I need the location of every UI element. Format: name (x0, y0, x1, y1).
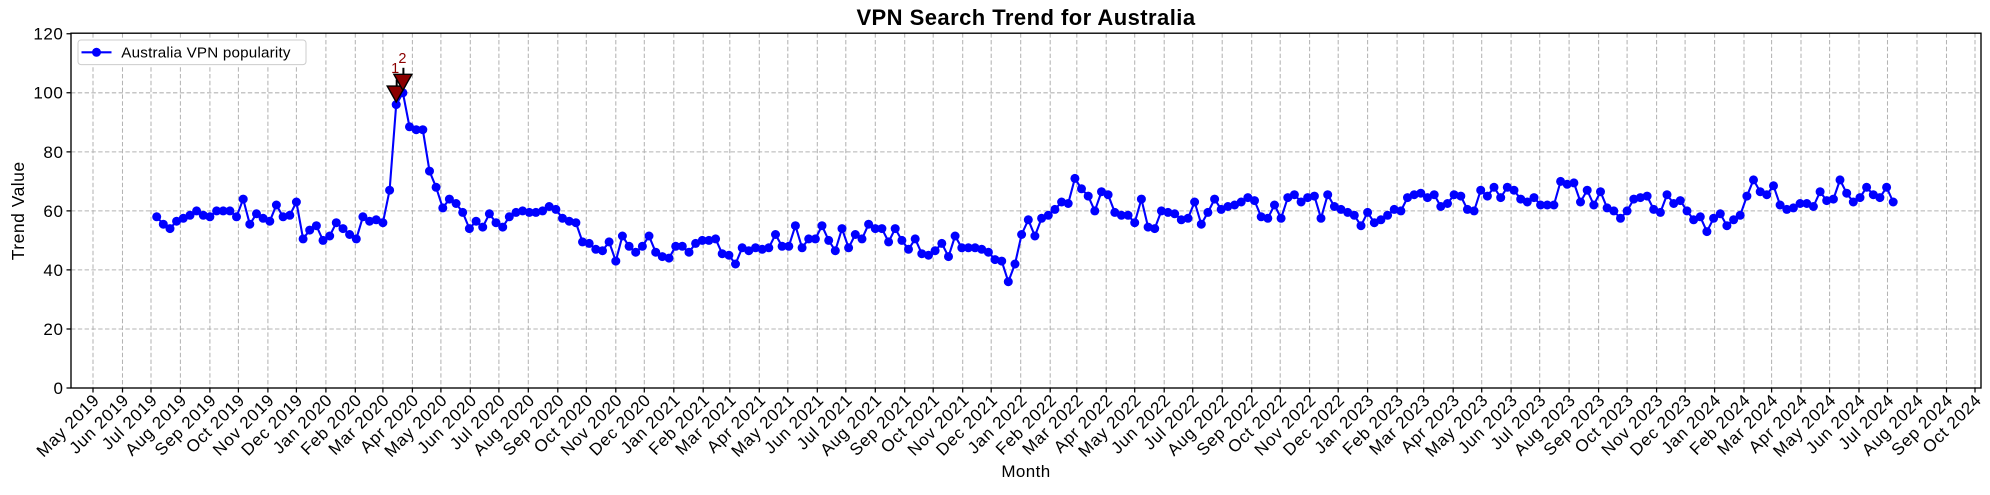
svg-text:40: 40 (43, 261, 63, 280)
svg-text:Trend Value: Trend Value (8, 161, 28, 260)
svg-text:100: 100 (33, 84, 63, 103)
svg-text:2: 2 (398, 51, 406, 67)
svg-text:VPN Search Trend for Australia: VPN Search Trend for Australia (856, 5, 1195, 30)
svg-text:120: 120 (33, 25, 63, 44)
svg-text:Month: Month (1001, 462, 1050, 481)
svg-text:0: 0 (53, 379, 63, 398)
svg-text:20: 20 (43, 320, 63, 339)
svg-text:80: 80 (43, 143, 63, 162)
svg-text:60: 60 (43, 202, 63, 221)
svg-text:Australia VPN popularity: Australia VPN popularity (121, 44, 291, 61)
svg-text:1: 1 (391, 61, 399, 77)
